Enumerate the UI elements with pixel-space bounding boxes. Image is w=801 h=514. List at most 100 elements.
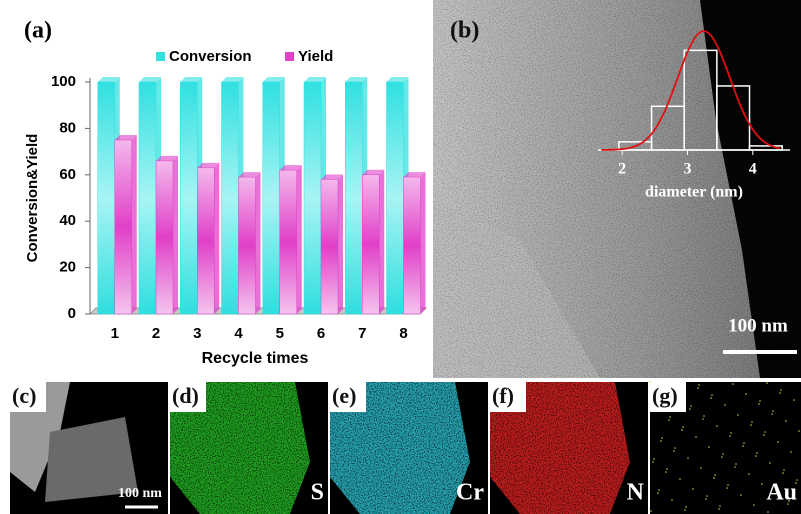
bar: [345, 82, 362, 314]
element-dot: [718, 508, 720, 510]
element-dot: [708, 446, 710, 448]
y-tick-label: 20: [59, 259, 76, 276]
x-tick-label: 2: [618, 161, 626, 178]
x-tick-label: 6: [317, 325, 325, 342]
element-dot: [735, 463, 737, 465]
x-tick-label: 3: [683, 161, 691, 178]
y-tick-label: 60: [59, 166, 76, 183]
bar: [404, 177, 421, 314]
element-label: S: [311, 480, 324, 506]
element-dot: [729, 435, 731, 437]
x-tick-label: 5: [276, 325, 284, 342]
y-tick-label: 100: [51, 73, 76, 90]
element-dot: [732, 383, 734, 385]
element-dot: [695, 436, 697, 438]
panel-label: (d): [172, 383, 199, 408]
element-dot: [713, 477, 715, 479]
element-dot: [684, 509, 686, 511]
element-dot: [685, 506, 687, 508]
bar: [139, 82, 156, 314]
element-dot: [763, 434, 765, 436]
element-dot: [700, 467, 702, 469]
y-tick-label: 80: [59, 119, 76, 136]
element-dot: [726, 487, 728, 489]
element-dot: [761, 483, 763, 485]
panel-label: (a): [24, 18, 52, 44]
panel-label: (e): [332, 383, 356, 408]
bar-side: [173, 156, 178, 314]
x-axis-title: Recycle times: [202, 350, 309, 367]
element-dot: [750, 424, 752, 426]
bar: [115, 140, 132, 314]
element-dot: [690, 405, 692, 407]
element-dot: [793, 399, 795, 401]
element-dot: [650, 510, 652, 512]
x-tick-label: 3: [193, 325, 201, 342]
element-dot: [692, 488, 694, 490]
element-dot: [798, 430, 800, 432]
element-dot: [782, 472, 784, 474]
bar: [263, 82, 280, 314]
element-dot: [653, 458, 655, 460]
element-dot: [722, 453, 724, 455]
element-label: Au: [766, 480, 797, 506]
panel-label: (g): [652, 383, 678, 408]
element-dot: [711, 394, 713, 396]
element-dot: [666, 468, 668, 470]
legend-swatch: [285, 52, 294, 61]
element-dot: [783, 469, 785, 471]
element-dot: [721, 456, 723, 458]
bar: [156, 161, 173, 314]
element-dot: [780, 389, 782, 391]
element-dot: [755, 455, 757, 457]
element-dot: [668, 419, 670, 421]
bar: [321, 179, 338, 314]
scale-bar-label: 100 nm: [118, 486, 162, 501]
x-axis-title: diameter (nm): [645, 184, 743, 201]
element-dot: [756, 452, 758, 454]
x-tick-label: 7: [358, 325, 366, 342]
bar: [180, 82, 197, 314]
x-tick-label: 4: [749, 161, 757, 178]
element-dot: [745, 393, 747, 395]
element-dot: [740, 494, 742, 496]
legend-label: Conversion: [169, 48, 252, 65]
element-dot: [751, 421, 753, 423]
element-dot: [673, 450, 675, 452]
element-dot: [766, 382, 768, 384]
element-dot: [714, 474, 716, 476]
x-tick-label: 1: [111, 325, 119, 342]
element-dot: [674, 447, 676, 449]
scale-bar-label: 100 nm: [728, 315, 788, 336]
bar: [304, 82, 321, 314]
element-dot: [652, 461, 654, 463]
element-dot: [706, 495, 708, 497]
x-tick-label: 8: [399, 325, 407, 342]
panel-label: (c): [12, 383, 36, 408]
bar: [222, 82, 239, 314]
element-dot: [724, 404, 726, 406]
element-dot: [669, 416, 671, 418]
bar-side: [256, 172, 261, 314]
element-dot: [671, 499, 673, 501]
x-tick-label: 2: [152, 325, 160, 342]
element-label: Cr: [456, 480, 484, 506]
element-dot: [769, 462, 771, 464]
element-dot: [753, 504, 755, 506]
element-dot: [682, 426, 684, 428]
element-dot: [689, 408, 691, 410]
element-dot: [790, 451, 792, 453]
element-dot: [759, 400, 761, 402]
bar: [280, 170, 297, 314]
y-axis-title: Conversion&Yield: [24, 134, 41, 263]
element-dot: [705, 498, 707, 500]
panel-label: (f): [492, 383, 514, 408]
element-dot: [748, 473, 750, 475]
element-dot: [703, 415, 705, 417]
bar-side: [338, 174, 343, 314]
element-dot: [702, 418, 704, 420]
y-tick-label: 40: [59, 212, 76, 229]
element-dot: [742, 445, 744, 447]
element-dot: [681, 429, 683, 431]
element-dot: [743, 442, 745, 444]
